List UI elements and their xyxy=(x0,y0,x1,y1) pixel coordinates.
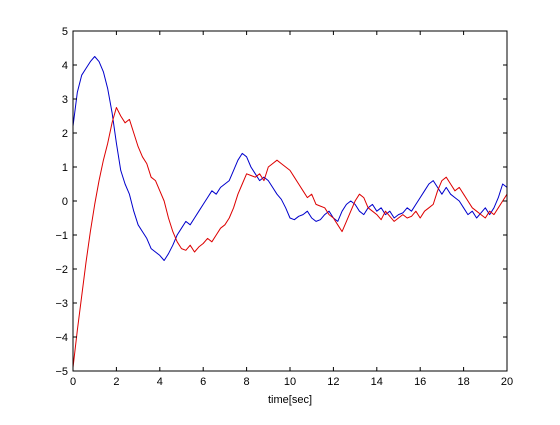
x-tick-label: 6 xyxy=(200,376,206,388)
y-tick-label: 1 xyxy=(62,162,68,174)
y-tick-label: −3 xyxy=(55,298,68,310)
y-tick-label: −4 xyxy=(55,332,68,344)
series-layer xyxy=(72,56,508,369)
series-line-1 xyxy=(72,56,508,261)
axes-box xyxy=(72,30,508,372)
x-tick-label: 20 xyxy=(501,376,513,388)
plot-area xyxy=(73,31,507,371)
x-axis-label: time[sec] xyxy=(268,394,312,406)
y-tick-label: 4 xyxy=(62,60,68,72)
y-tick-label: 0 xyxy=(62,196,68,208)
x-tick-label: 4 xyxy=(157,376,163,388)
y-tick-label: −5 xyxy=(55,366,68,378)
y-tick-label: 5 xyxy=(62,26,68,38)
x-tick-label: 14 xyxy=(371,376,383,388)
x-tick-label: 12 xyxy=(327,376,339,388)
y-tick-label: −1 xyxy=(55,230,68,242)
x-tick-label: 10 xyxy=(284,376,296,388)
x-tick-label: 8 xyxy=(244,376,250,388)
y-tick-label: 3 xyxy=(62,94,68,106)
x-tick-label: 2 xyxy=(113,376,119,388)
x-tick-label: 16 xyxy=(414,376,426,388)
y-tick-label: 2 xyxy=(62,128,68,140)
series-line-2 xyxy=(72,107,508,369)
x-tick-label: 0 xyxy=(70,376,76,388)
x-tick-label: 18 xyxy=(457,376,469,388)
y-tick-label: −2 xyxy=(55,264,68,276)
